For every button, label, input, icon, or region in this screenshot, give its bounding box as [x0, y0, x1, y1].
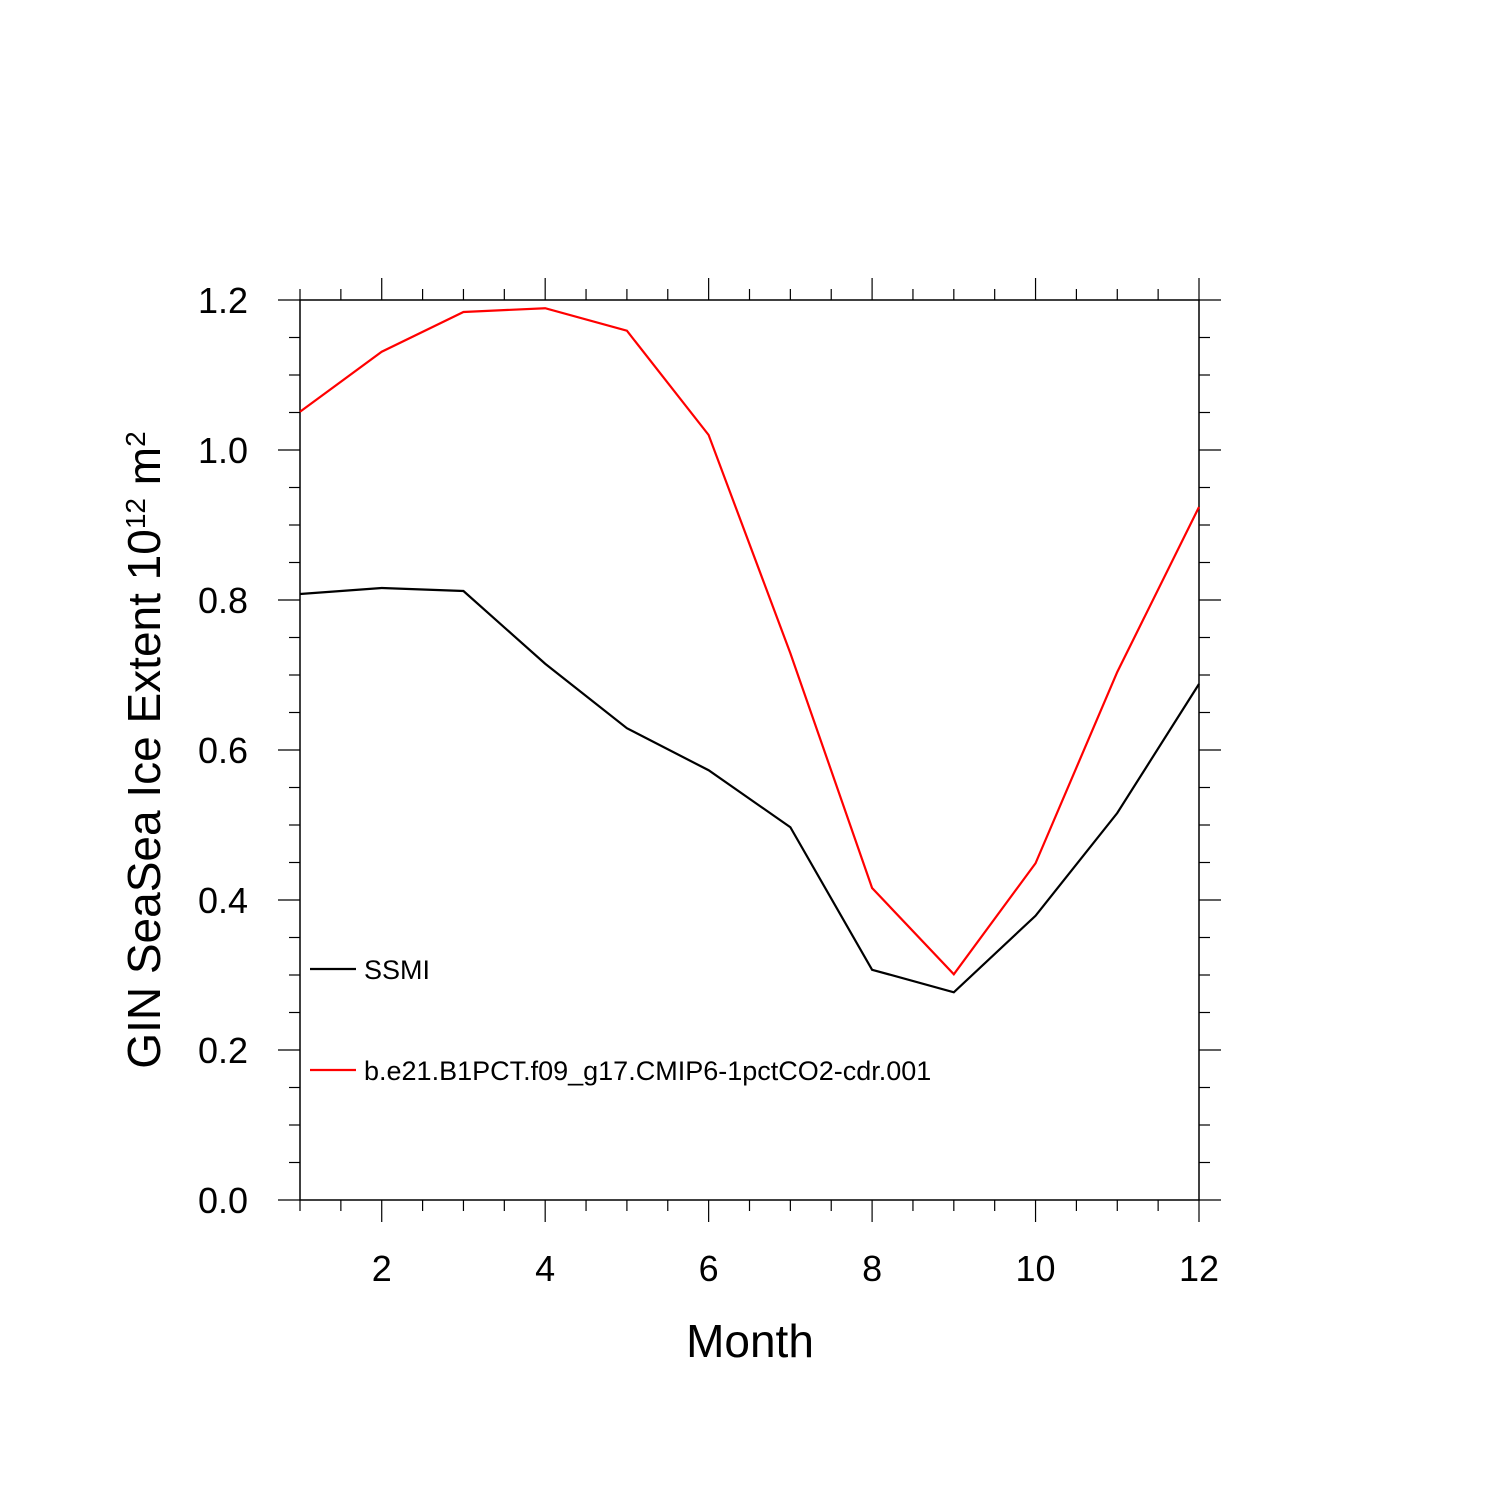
y-axis-label: GIN SeaSea Ice Extent 1012 m2: [118, 431, 170, 1068]
y-tick-label: 0.0: [198, 1180, 248, 1221]
y-tick-label: 0.4: [198, 880, 248, 921]
x-tick-label: 6: [699, 1248, 719, 1289]
y-tick-label: 1.2: [198, 280, 248, 321]
y-axis-label-part: GIN SeaSea Ice Extent 10: [118, 529, 170, 1069]
y-axis-label-part: 12: [120, 498, 151, 529]
x-tick-label: 2: [372, 1248, 392, 1289]
y-axis-label-part: m: [118, 447, 170, 498]
y-tick-label: 0.2: [198, 1030, 248, 1071]
series-line: [299, 307, 1200, 976]
legend-label: SSMI: [364, 955, 430, 985]
x-axis-label: Month: [686, 1315, 814, 1367]
legend-label: b.e21.B1PCT.f09_g17.CMIP6-1pctCO2-cdr.00…: [364, 1056, 931, 1086]
y-tick-label: 0.6: [198, 730, 248, 771]
x-tick-label: 8: [862, 1248, 882, 1289]
y-tick-label: 1.0: [198, 430, 248, 471]
y-axis-label-part: 2: [120, 431, 151, 447]
x-tick-label: 12: [1179, 1248, 1219, 1289]
y-tick-label: 0.8: [198, 580, 248, 621]
series-line: [299, 586, 1200, 994]
x-tick-label: 4: [535, 1248, 555, 1289]
x-tick-label: 10: [1016, 1248, 1056, 1289]
